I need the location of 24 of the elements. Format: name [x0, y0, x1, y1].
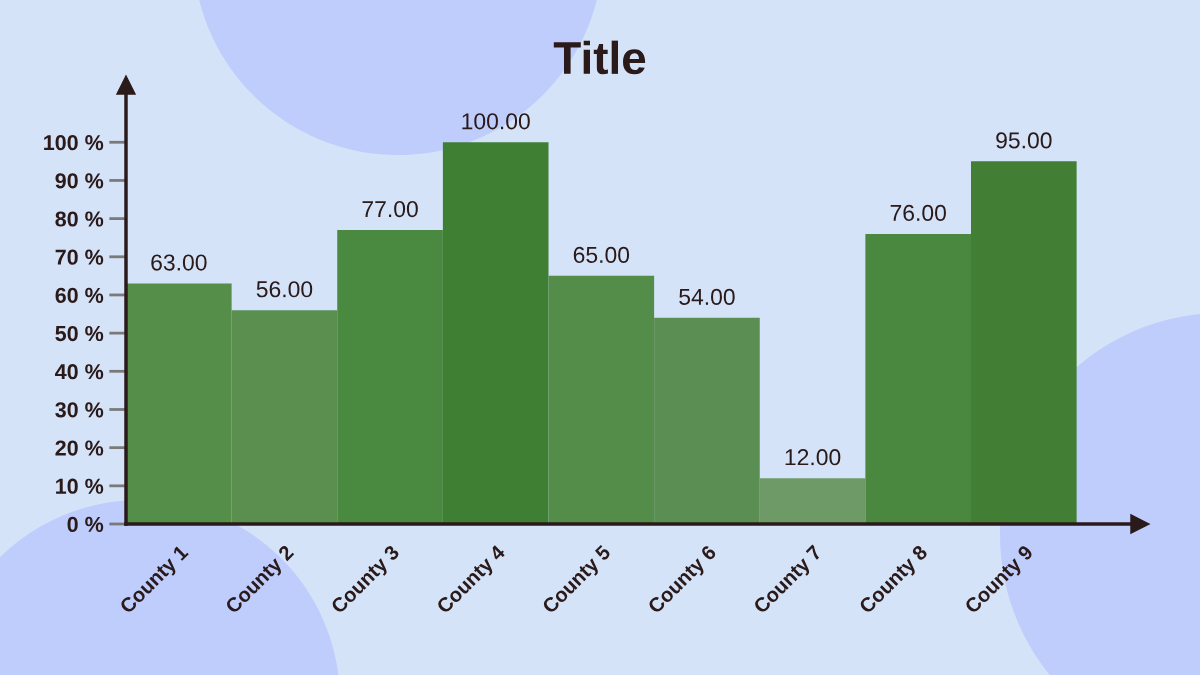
y-tick-label: 0 % [67, 516, 104, 533]
y-tick-label: 30 % [55, 402, 104, 418]
bar [759, 478, 866, 524]
data-label: 12.00 [785, 449, 841, 466]
chart-title: Title [553, 40, 646, 75]
y-tick-label: 80 % [55, 211, 104, 227]
data-label: 76.00 [890, 204, 946, 222]
bar [442, 142, 549, 524]
y-tick-label: 70 % [55, 249, 104, 265]
y-tick-label: 60 % [55, 287, 104, 303]
y-tick-label: 40 % [55, 364, 104, 380]
data-label: 54.00 [679, 288, 735, 305]
data-label: 65.00 [573, 246, 630, 264]
bar [337, 230, 443, 524]
data-label: 77.00 [362, 200, 418, 218]
y-tick-label: 50 % [55, 325, 104, 342]
y-tick-label: 90 % [55, 173, 104, 189]
data-label: 63.00 [151, 254, 207, 271]
data-label: 95.00 [996, 132, 1052, 149]
y-tick-label: 20 % [55, 440, 104, 456]
y-tick-label: 100 % [44, 135, 104, 151]
data-label: 100.00 [462, 113, 530, 130]
data-label: 56.00 [256, 281, 313, 298]
y-tick-label: 10 % [56, 478, 104, 494]
